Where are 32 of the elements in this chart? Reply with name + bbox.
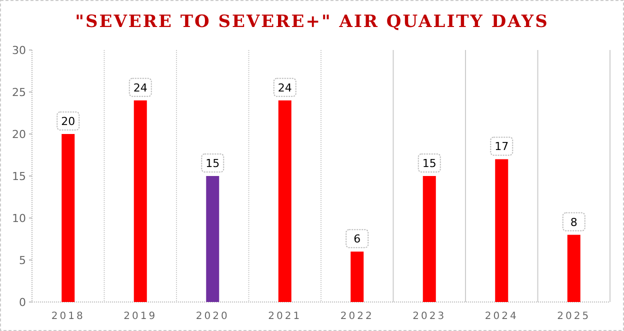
bar: [495, 159, 508, 302]
bar: [134, 100, 147, 302]
chart-title: "SEVERE TO SEVERE+" AIR QUALITY DAYS: [75, 12, 549, 32]
data-label: 24: [133, 81, 148, 94]
y-tick-label: 5: [19, 254, 26, 267]
bar: [567, 234, 580, 302]
x-tick-label: 2025: [557, 311, 591, 322]
bar: [422, 176, 436, 302]
data-label: 15: [422, 157, 436, 170]
data-label: 8: [570, 216, 578, 229]
x-tick-label: 2024: [484, 311, 518, 322]
data-label: 15: [206, 157, 220, 170]
y-tick-label: 0: [19, 296, 26, 309]
x-tick-label: 2020: [196, 311, 230, 322]
y-tick-label: 30: [12, 44, 26, 57]
x-tick-label: 2023: [412, 311, 446, 322]
y-tick-label: 15: [12, 170, 26, 183]
bar: [206, 176, 220, 302]
x-tick-label: 2019: [124, 311, 158, 322]
data-label: 17: [494, 140, 509, 154]
data-label: 24: [278, 81, 292, 94]
bar: [350, 252, 364, 302]
x-tick-label: 2021: [268, 311, 302, 322]
x-tick-label: 2018: [51, 311, 85, 322]
x-tick-label: 2022: [340, 311, 374, 322]
y-tick-label: 20: [12, 128, 26, 141]
data-label: 20: [61, 115, 76, 128]
data-label: 6: [354, 232, 361, 246]
y-tick-label: 10: [12, 212, 26, 225]
y-tick-label: 25: [12, 86, 26, 99]
bar: [62, 134, 75, 302]
bar: [278, 100, 292, 302]
